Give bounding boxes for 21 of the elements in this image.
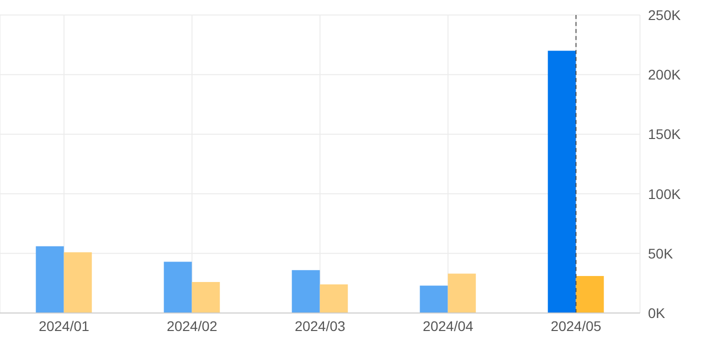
y-tick-label: 150K [648, 126, 682, 142]
bar [448, 274, 476, 313]
y-tick-label: 250K [648, 6, 682, 23]
x-tick-label: 2024/02 [166, 318, 218, 334]
y-tick-label: 200K [648, 66, 682, 83]
bar [548, 50, 576, 313]
bar [64, 252, 92, 313]
x-tick-label: 2024/04 [422, 318, 474, 334]
bar [164, 262, 192, 313]
bar [192, 282, 220, 313]
x-tick-label: 2024/03 [294, 318, 346, 334]
bar [36, 246, 64, 313]
y-tick-label: 50K [648, 245, 674, 262]
y-tick-label: 0K [648, 304, 666, 321]
bar [320, 284, 348, 313]
x-tick-label: 2024/01 [38, 318, 90, 334]
bar [576, 276, 604, 313]
x-tick-label: 2024/05 [550, 318, 602, 334]
bar [292, 270, 320, 313]
bar [420, 286, 448, 313]
y-tick-label: 100K [648, 186, 682, 202]
